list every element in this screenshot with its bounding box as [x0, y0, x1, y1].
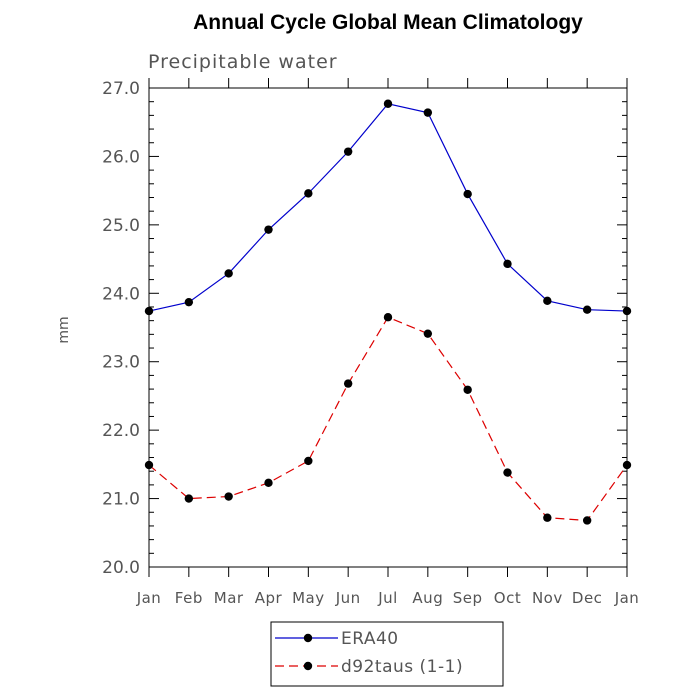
axis-ticks	[148, 78, 628, 577]
legend-marker	[303, 661, 313, 671]
axis-tick-labels: 20.0 21.0 22.0 23.0 24.0 25.0 26.0 27.0 Jan Feb Ma…	[102, 79, 639, 607]
data-point	[423, 108, 433, 117]
series-d92taus	[144, 313, 632, 525]
data-point	[224, 492, 233, 501]
x-tick-label: Aug	[412, 589, 443, 607]
chart-title: Annual Cycle Global Mean Climatology	[193, 11, 583, 34]
data-point	[343, 147, 353, 156]
data-point	[622, 306, 632, 316]
data-point	[503, 468, 512, 477]
y-tick-label: 20.0	[102, 558, 140, 578]
data-point	[304, 189, 313, 198]
data-point	[622, 460, 632, 470]
series-line	[148, 316, 628, 522]
x-tick-label: Nov	[532, 589, 563, 607]
data-point	[463, 385, 472, 394]
y-axis-label: mm	[56, 316, 72, 343]
data-point	[264, 225, 273, 234]
series-layer	[144, 99, 632, 525]
y-tick-label: 22.0	[102, 421, 140, 441]
x-tick-label: Apr	[255, 589, 283, 607]
data-point	[383, 99, 393, 108]
legend-label: ERA40	[341, 629, 399, 649]
data-point	[144, 460, 154, 470]
data-point	[543, 513, 552, 522]
data-point	[343, 379, 353, 388]
data-point	[582, 516, 592, 525]
x-tick-label: Feb	[175, 589, 203, 607]
legend-label: d92taus (1-1)	[341, 657, 463, 677]
data-point	[264, 478, 273, 488]
x-tick-label: Mar	[214, 589, 244, 607]
chart-subtitle: Precipitable water	[148, 51, 338, 73]
plot-frame	[148, 87, 628, 568]
y-tick-label: 21.0	[102, 490, 140, 510]
data-point	[423, 329, 433, 338]
x-tick-label: Jan	[136, 589, 162, 607]
y-tick-label: 23.0	[102, 353, 140, 373]
data-point	[503, 259, 512, 269]
plot-border	[148, 87, 628, 568]
x-tick-label: Sep	[453, 589, 483, 607]
data-point	[463, 189, 472, 199]
data-point	[224, 269, 233, 278]
series-era40	[144, 99, 632, 316]
y-tick-label: 24.0	[102, 284, 140, 304]
data-point	[144, 306, 154, 316]
x-tick-label: Jan	[614, 589, 640, 607]
y-tick-label: 26.0	[102, 147, 140, 167]
data-point	[184, 297, 194, 307]
x-tick-label: Jun	[335, 589, 361, 607]
data-point	[184, 494, 194, 503]
y-tick-label: 27.0	[102, 79, 140, 99]
legend: ERA40 d92taus (1-1)	[270, 621, 504, 687]
x-tick-label: May	[292, 589, 325, 607]
legend-marker	[303, 633, 313, 643]
x-tick-label: Jul	[377, 589, 398, 607]
data-point	[304, 456, 313, 466]
data-point	[543, 296, 552, 306]
series-line	[148, 103, 628, 312]
data-point	[383, 313, 393, 322]
y-tick-label: 25.0	[102, 216, 140, 236]
data-point	[582, 305, 592, 314]
x-tick-label: Oct	[494, 589, 521, 607]
legend-box	[270, 621, 504, 687]
x-tick-label: Dec	[572, 589, 603, 607]
